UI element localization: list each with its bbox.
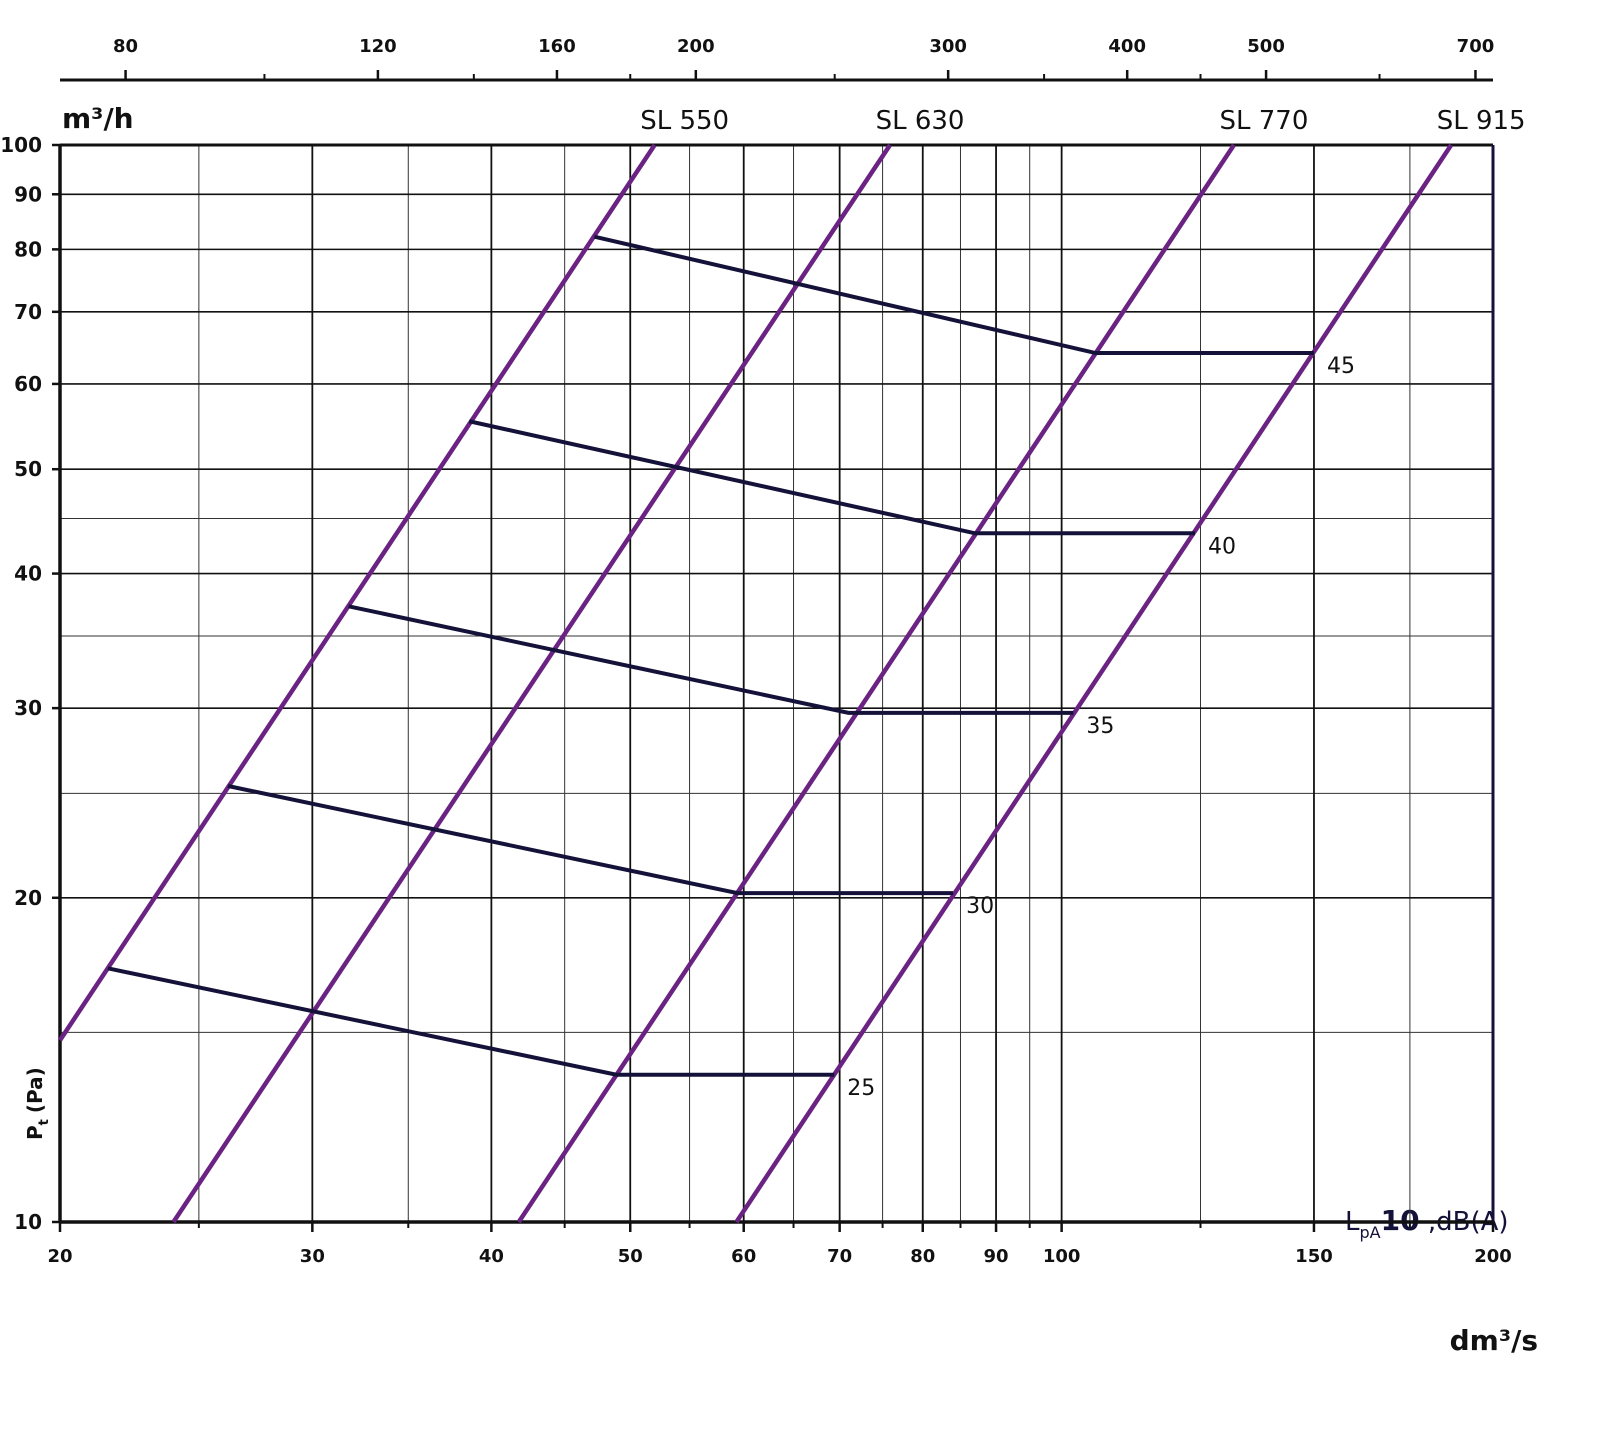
x-tick-label: 30 <box>300 1246 325 1267</box>
y-label-unit: (Pa) <box>23 1067 47 1113</box>
y-tick-label: 40 <box>14 562 42 586</box>
legend-sub: pA <box>1360 1223 1381 1242</box>
noise-label: 40 <box>1208 534 1236 559</box>
y-tick-label: 90 <box>14 182 42 206</box>
noise-line <box>593 234 1314 356</box>
noise-label: 25 <box>847 1076 875 1101</box>
x-tick-label: 200 <box>1474 1246 1512 1267</box>
x-tick-label: 40 <box>479 1246 504 1267</box>
y-tick-label: 100 <box>0 133 42 157</box>
y-tick-label: 10 <box>14 1210 42 1234</box>
noise-line <box>348 604 1074 715</box>
x-tick-label: 150 <box>1295 1246 1333 1267</box>
x2-tick-label: 300 <box>929 36 967 57</box>
x-tick-label: 50 <box>618 1246 643 1267</box>
x2-tick-label: 80 <box>113 36 138 57</box>
x2-tick-label: 160 <box>538 36 576 57</box>
x2-axis-label: m³/h <box>62 102 134 135</box>
duct-line <box>734 143 1454 1224</box>
x-tick-label: 70 <box>827 1246 852 1267</box>
x-tick-label: 100 <box>1043 1246 1081 1267</box>
noise-line <box>468 419 1195 536</box>
x-tick-label: 20 <box>47 1246 72 1267</box>
duct-line <box>516 143 1236 1224</box>
series-label: SL 915 <box>1437 106 1526 136</box>
x2-tick-label: 200 <box>677 36 715 57</box>
noise-label: 35 <box>1086 714 1114 739</box>
y-axis-label: Pt (Pa) <box>23 1067 52 1140</box>
y-tick-label: 30 <box>14 696 42 720</box>
x-tick-label: 60 <box>731 1246 756 1267</box>
y-label-sub: t <box>37 1119 52 1125</box>
noise-line <box>107 966 835 1077</box>
x2-tick-label: 120 <box>359 36 397 57</box>
series-label: SL 770 <box>1219 106 1308 136</box>
noise-line <box>227 784 954 896</box>
noise-label: 45 <box>1327 354 1355 379</box>
x2-tick-label: 700 <box>1457 36 1495 57</box>
x2-tick-label: 500 <box>1247 36 1285 57</box>
y-label-main: P <box>23 1125 47 1140</box>
x-tick-label: 90 <box>984 1246 1009 1267</box>
duct-line <box>171 143 892 1224</box>
x-axis-label: dm³/s <box>1450 1324 1538 1357</box>
y-tick-label: 20 <box>14 886 42 910</box>
y-tick-label: 60 <box>14 372 42 396</box>
series-label: SL 630 <box>876 106 965 136</box>
y-tick-label: 70 <box>14 300 42 324</box>
y-tick-label: 80 <box>14 237 42 261</box>
x-tick-label: 80 <box>910 1246 935 1267</box>
noise-label: 30 <box>966 894 994 919</box>
series-label: SL 550 <box>640 106 729 136</box>
y-tick-label: 50 <box>14 457 42 481</box>
x2-tick-label: 400 <box>1108 36 1146 57</box>
duct-line <box>58 143 657 1042</box>
